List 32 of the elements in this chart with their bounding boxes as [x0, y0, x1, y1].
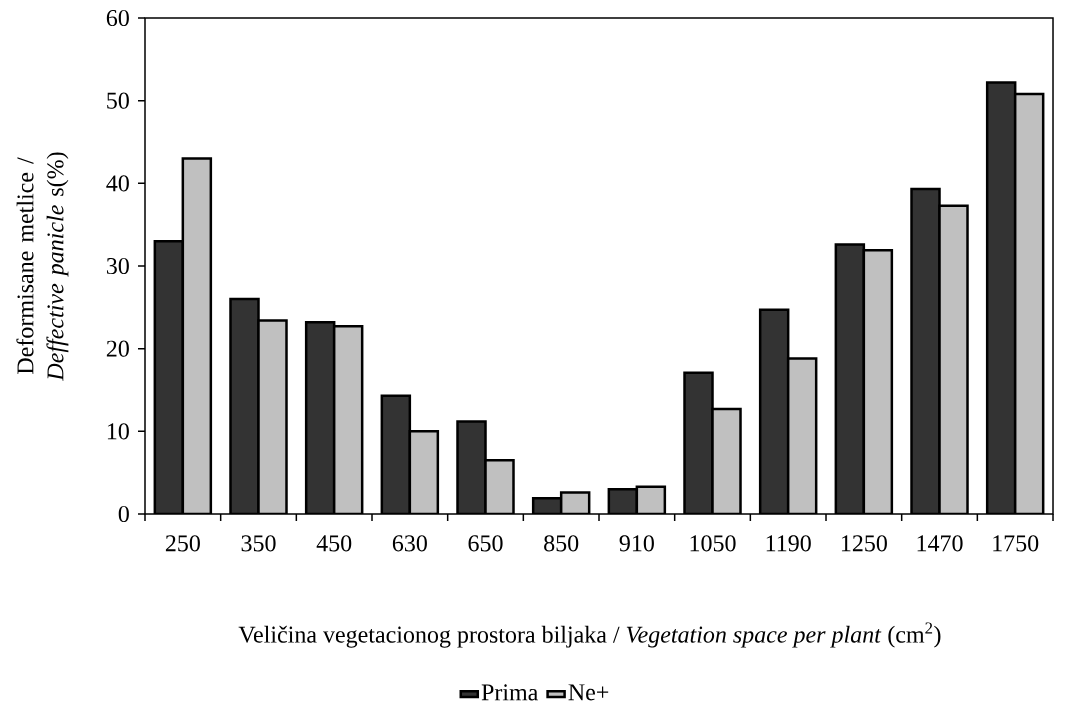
- bar: [154, 241, 183, 514]
- bar: [334, 326, 363, 514]
- bar: [863, 250, 892, 514]
- x-tick-label: 1050: [690, 535, 736, 552]
- x-tick-label: 1470: [917, 535, 963, 552]
- bar: [182, 158, 211, 514]
- y-tick-label: 40: [106, 175, 129, 192]
- legend-label: Prima: [481, 684, 539, 701]
- x-tick-label: 1190: [766, 535, 811, 552]
- bar: [381, 395, 410, 514]
- x-tick-label: 850: [544, 535, 579, 552]
- y-tick-label: 0: [118, 505, 129, 523]
- x-tick-label: 630: [392, 535, 427, 552]
- x-tick-label: 1250: [841, 535, 887, 552]
- y-tick-label: 20: [106, 340, 129, 357]
- y-tick-label: 50: [107, 92, 129, 109]
- x-tick-label: 1750: [993, 535, 1039, 552]
- legend-label: Ne+: [568, 684, 609, 701]
- x-tick-label: 350: [241, 535, 276, 552]
- x-tick-label: 250: [165, 535, 200, 552]
- bar: [760, 309, 789, 514]
- bar: [306, 322, 335, 514]
- bar: [788, 358, 817, 514]
- y-tick-label: 60: [106, 9, 129, 27]
- y-tick-label: 30: [106, 257, 129, 275]
- bar: [409, 431, 438, 514]
- x-tick-label: 650: [468, 535, 503, 552]
- x-axis-title: Veličina vegetacionog prostora biljaka / Vegetation space per plant (cm$^{2}$): [238, 622, 941, 648]
- x-tick-label: 910: [619, 535, 654, 552]
- bar: [835, 244, 864, 514]
- x-tick-label: 450: [316, 535, 352, 552]
- y-tick-label: 10: [107, 423, 129, 440]
